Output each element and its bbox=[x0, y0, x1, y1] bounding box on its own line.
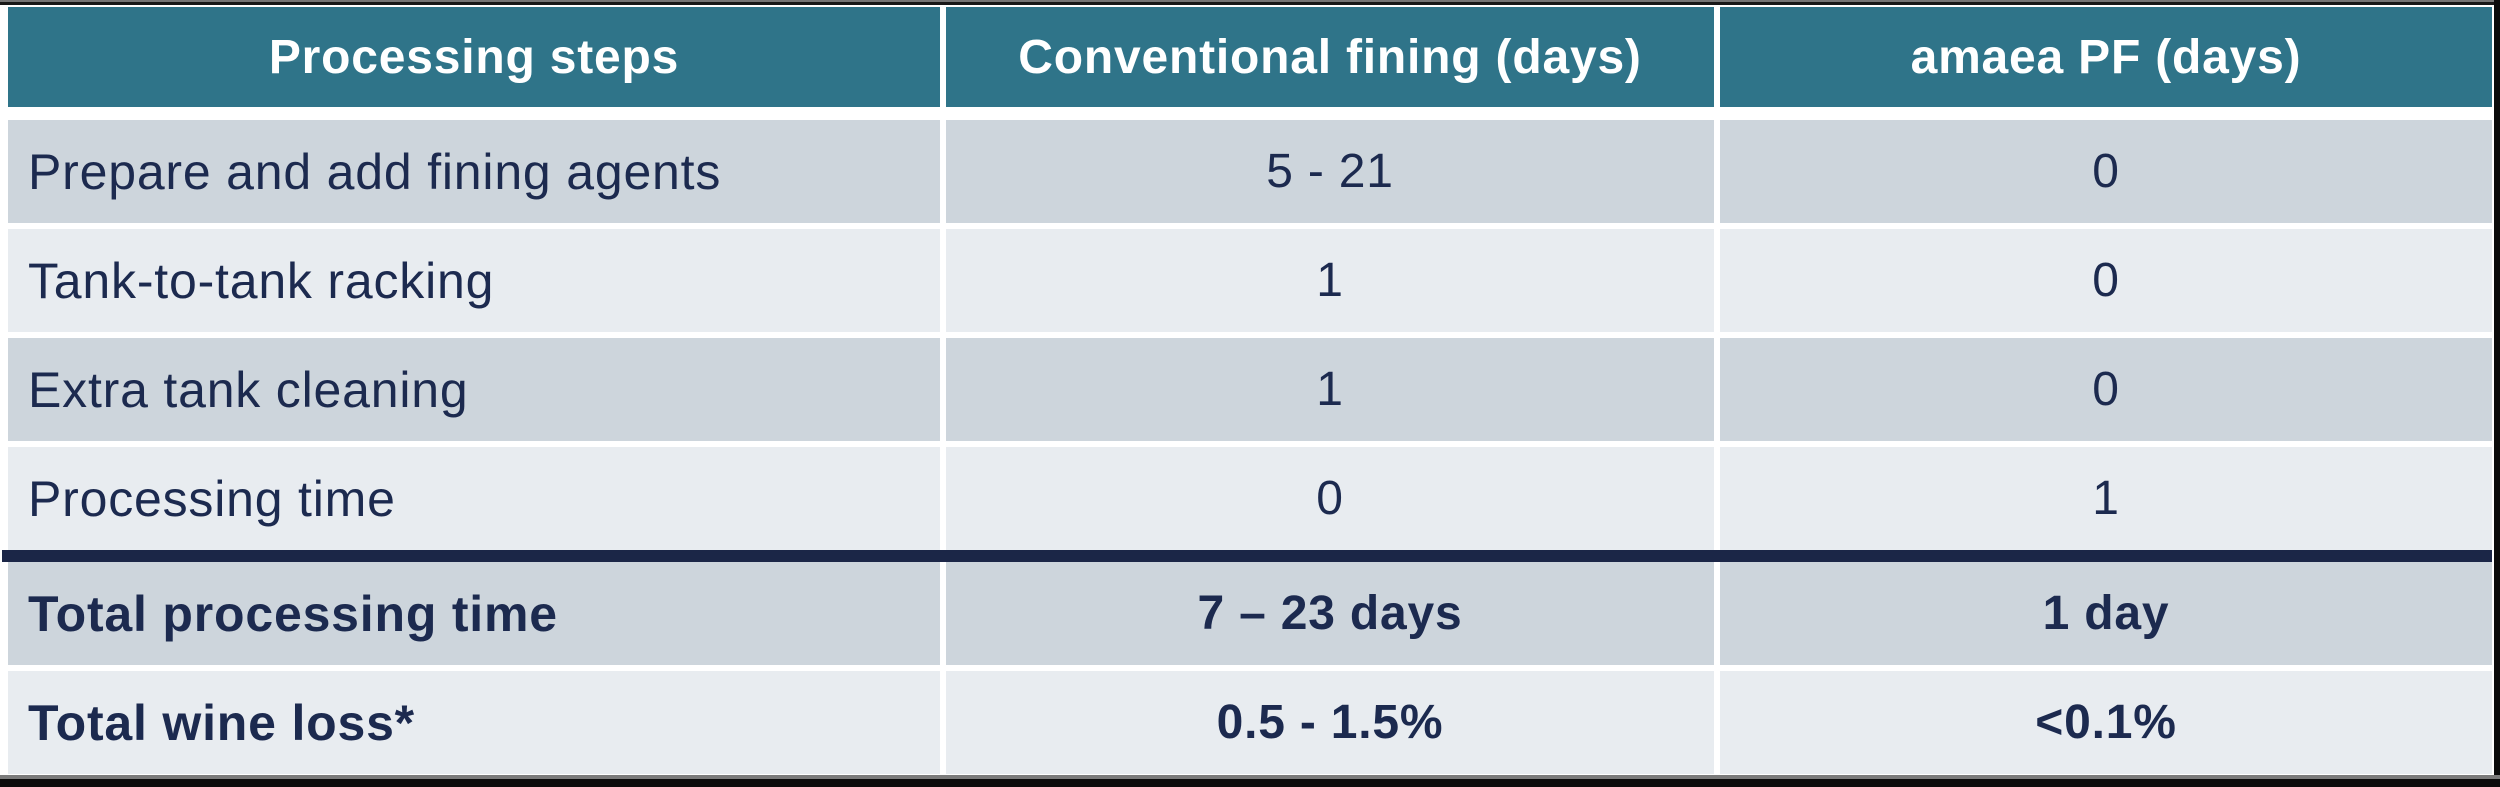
amaea-value-cell: 0 bbox=[1720, 229, 2492, 332]
conventional-value-cell: 1 bbox=[946, 229, 1714, 332]
table-row-tank-to-tank-racking: Tank-to-tank racking 1 0 bbox=[8, 229, 2492, 332]
header-cell-amaea-pf: amaea PF (days) bbox=[1720, 7, 2492, 107]
right-border-black-strip bbox=[2494, 0, 2500, 787]
row-label-cell: Processing time bbox=[8, 447, 940, 550]
conventional-value-cell: 0 bbox=[946, 447, 1714, 550]
top-border-black-line bbox=[0, 2, 2500, 5]
table-row-total-processing-time: Total processing time 7 – 23 days 1 day bbox=[8, 562, 2492, 665]
amaea-value-cell: 1 bbox=[1720, 447, 2492, 550]
amaea-value-cell: 0 bbox=[1720, 120, 2492, 223]
header-cell-conventional-fining: Conventional fining (days) bbox=[946, 7, 1714, 107]
amaea-value-cell: <0.1% bbox=[1720, 671, 2492, 774]
table-row-extra-tank-cleaning: Extra tank cleaning 1 0 bbox=[8, 338, 2492, 441]
fining-comparison-table: Processing steps Conventional fining (da… bbox=[2, 7, 2492, 774]
table-row-prepare-fining-agents: Prepare and add fining agents 5 - 21 0 bbox=[8, 120, 2492, 223]
conventional-value-cell: 7 – 23 days bbox=[946, 562, 1714, 665]
row-label-cell: Extra tank cleaning bbox=[8, 338, 940, 441]
row-label-cell: Total processing time bbox=[8, 562, 940, 665]
top-border-gray-line bbox=[0, 0, 2500, 2]
amaea-value-cell: 1 day bbox=[1720, 562, 2492, 665]
bottom-border-gray-line bbox=[0, 775, 2500, 779]
bottom-border-black-strip bbox=[0, 779, 2500, 787]
row-label-cell: Total wine loss* bbox=[8, 671, 940, 774]
conventional-value-cell: 5 - 21 bbox=[946, 120, 1714, 223]
row-label-cell: Tank-to-tank racking bbox=[8, 229, 940, 332]
table-row-processing-time: Processing time 0 1 bbox=[8, 447, 2492, 550]
conventional-value-cell: 1 bbox=[946, 338, 1714, 441]
row-label-cell: Prepare and add fining agents bbox=[8, 120, 940, 223]
amaea-value-cell: 0 bbox=[1720, 338, 2492, 441]
table-row-total-wine-loss: Total wine loss* 0.5 - 1.5% <0.1% bbox=[8, 671, 2492, 774]
header-cell-processing-steps: Processing steps bbox=[8, 7, 940, 107]
totals-separator-line bbox=[2, 550, 2492, 562]
table-header-row: Processing steps Conventional fining (da… bbox=[8, 7, 2492, 107]
conventional-value-cell: 0.5 - 1.5% bbox=[946, 671, 1714, 774]
